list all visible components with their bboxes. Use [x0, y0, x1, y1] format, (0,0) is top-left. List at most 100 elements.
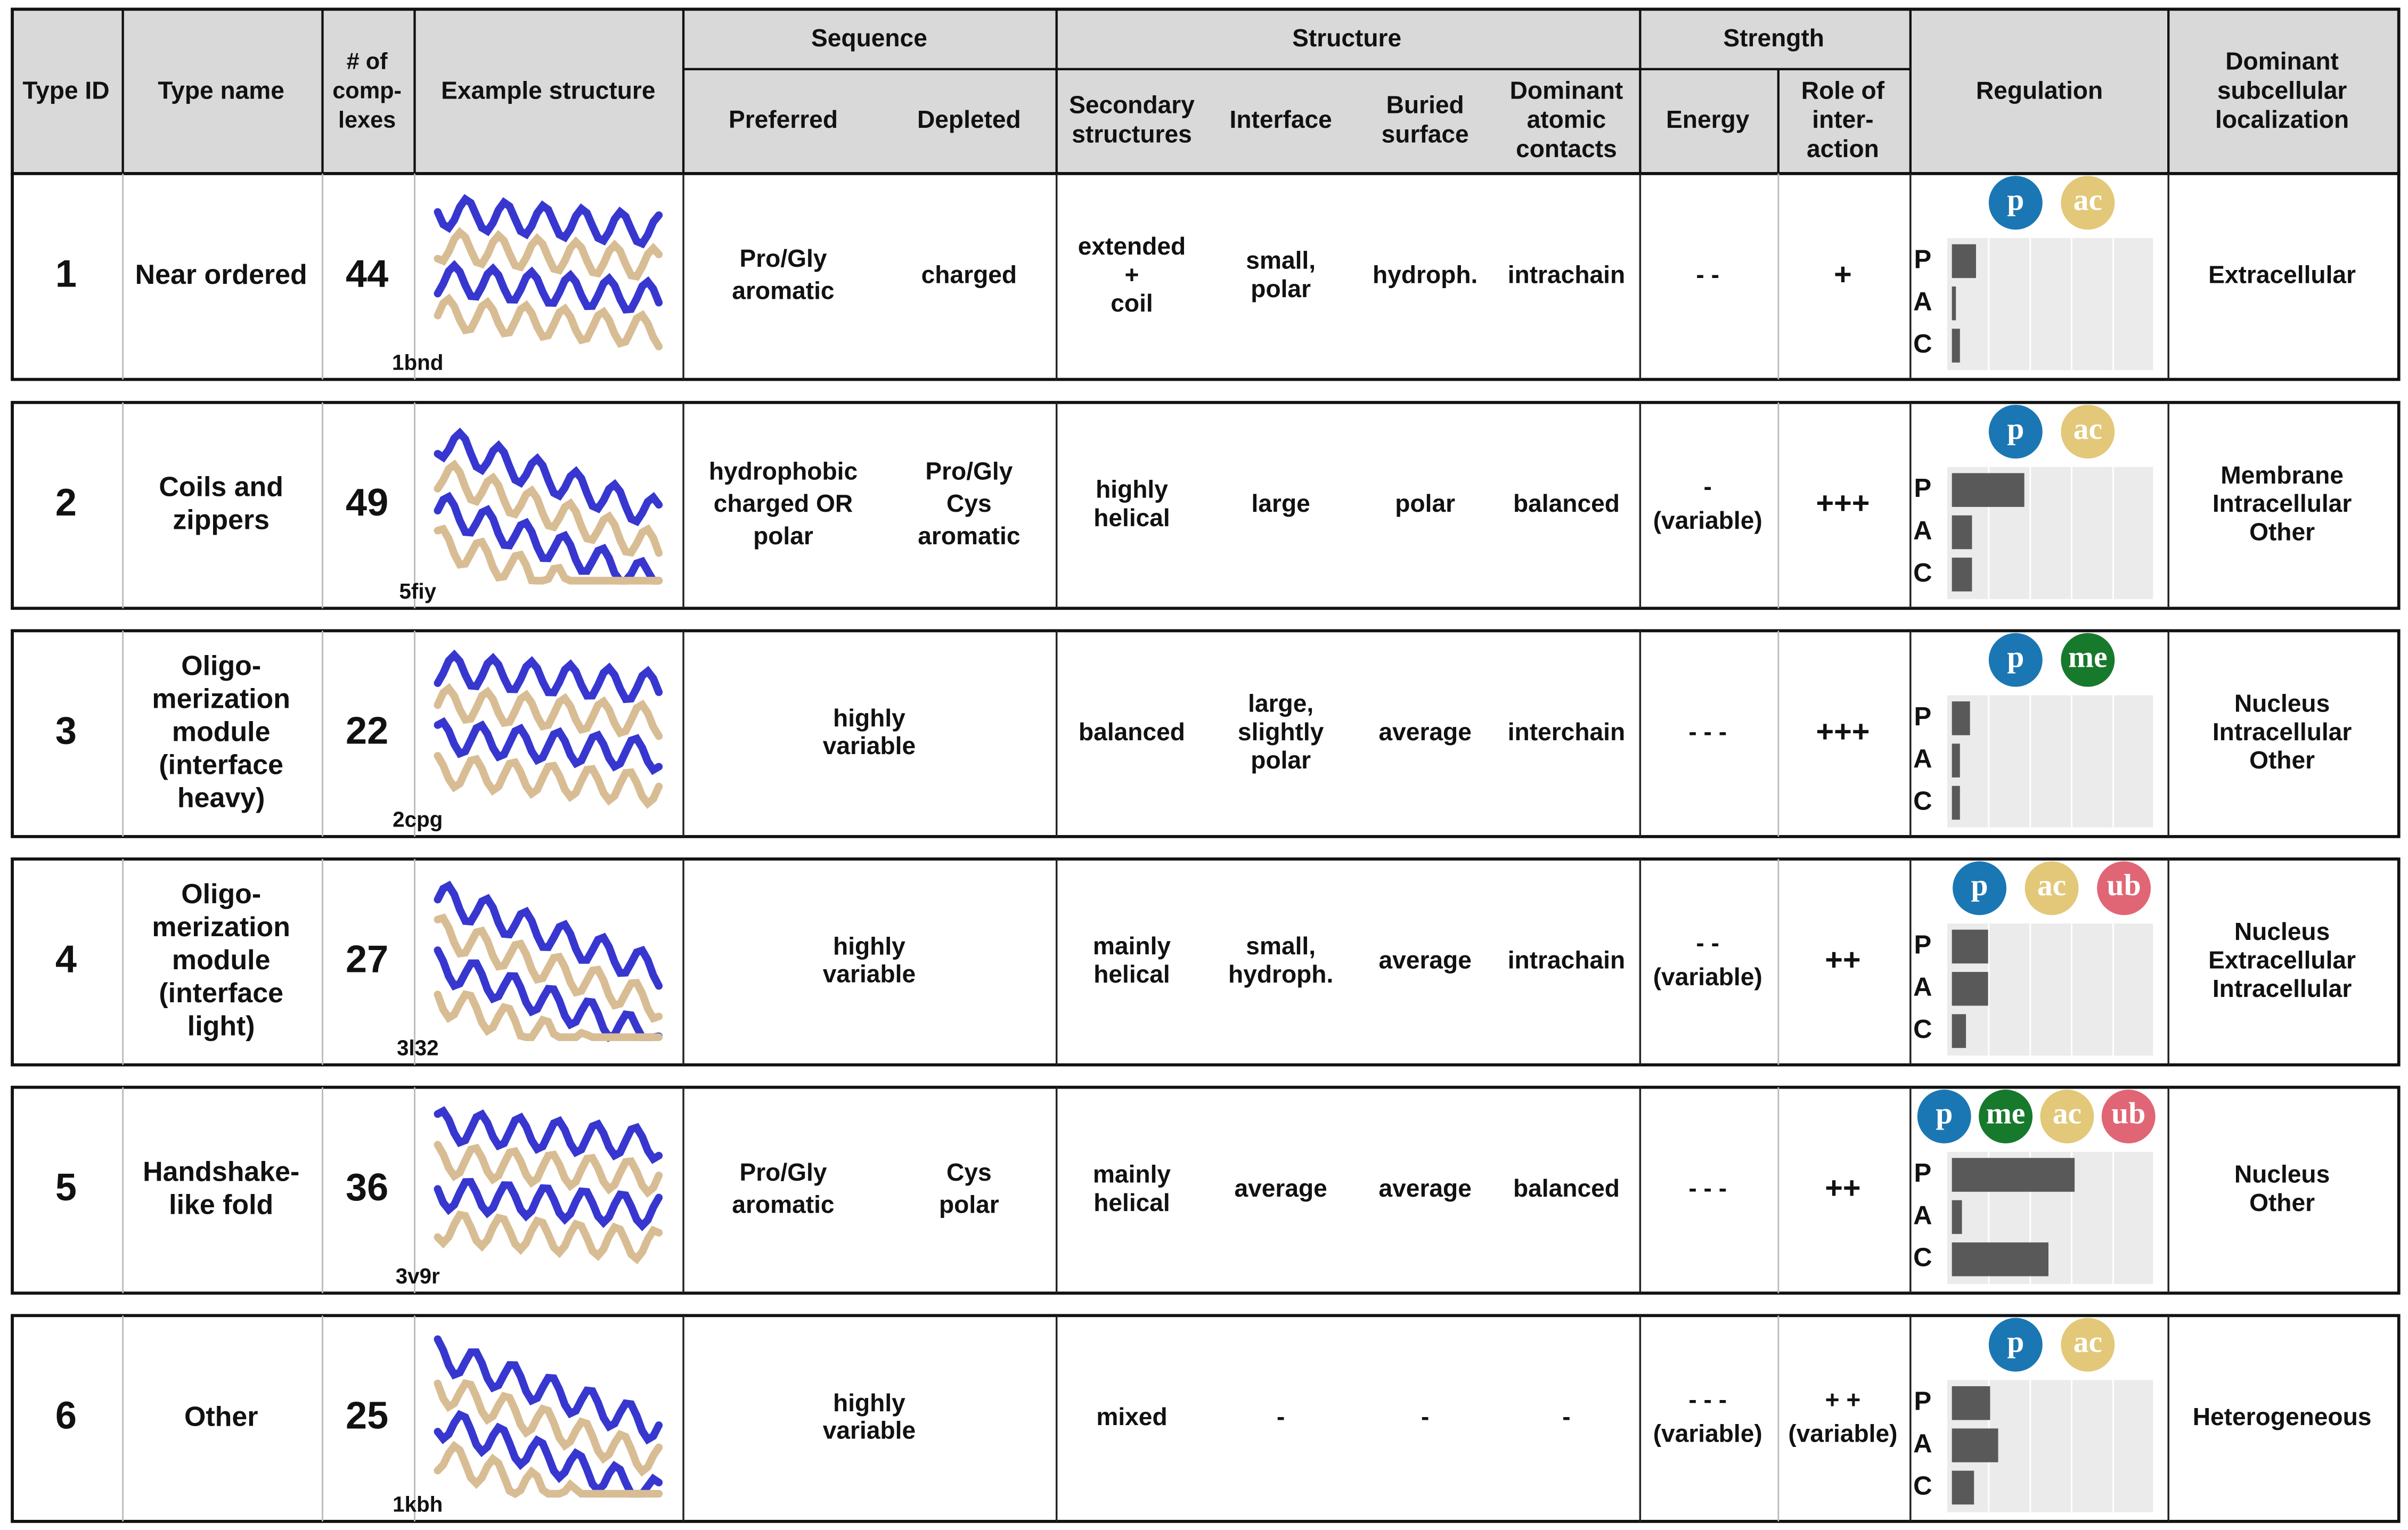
sequence: variable: [823, 732, 916, 759]
bar-label: A: [1913, 516, 1932, 545]
energy: - - -: [1688, 718, 1727, 746]
bar-label: P: [1914, 245, 1932, 274]
bar-label: C: [1913, 559, 1932, 587]
bar: [1952, 1200, 1962, 1234]
type-id: 1: [55, 252, 77, 295]
preferred: aromatic: [732, 277, 834, 305]
header-cell: Dominant: [1510, 76, 1623, 104]
type-name: heavy): [177, 782, 265, 813]
badge: [2101, 1090, 2156, 1143]
sequence: variable: [823, 960, 916, 987]
interface: large,: [1248, 689, 1313, 717]
secondary: mainly: [1093, 932, 1171, 960]
badge-label: p: [2007, 640, 2024, 674]
pdb-id: 1bnd: [392, 350, 443, 374]
bar-label: P: [1914, 702, 1932, 731]
sequence: variable: [823, 1417, 916, 1444]
bar-label: A: [1913, 288, 1932, 316]
header-group: Strength: [1723, 24, 1824, 52]
bar: [1952, 515, 1972, 550]
bar-label: P: [1914, 474, 1932, 503]
ribbon: [434, 649, 663, 703]
secondary: helical: [1093, 960, 1170, 988]
ribbon: [434, 1410, 663, 1498]
bar: [1952, 244, 1976, 279]
contacts: interchain: [1508, 718, 1625, 746]
localization: Intracellular: [2213, 718, 2352, 746]
header-cell: Type name: [158, 76, 284, 104]
pdb-id: 3v9r: [396, 1264, 440, 1288]
header-cell: Buried: [1386, 91, 1464, 119]
bar: [1952, 972, 1988, 1006]
ribbon: [434, 459, 663, 557]
structure-image: [434, 194, 663, 350]
secondary: helical: [1093, 1189, 1170, 1216]
bar: [1952, 286, 1956, 321]
pdb-id: 1kbh: [393, 1492, 443, 1517]
badge-label: ac: [2074, 183, 2102, 217]
bar: [1952, 1014, 1966, 1048]
complexes: 36: [346, 1166, 388, 1209]
header-cell: atomic: [1527, 105, 1606, 133]
bar: [1952, 1428, 1998, 1462]
interface: average: [1234, 1174, 1327, 1202]
ribbon: [434, 293, 663, 350]
bar: [1952, 786, 1960, 820]
localization: Intracellular: [2213, 489, 2352, 517]
bar: [1952, 473, 2025, 507]
pdb-id: 5fiy: [399, 579, 436, 603]
type-name: Oligo-: [181, 879, 261, 910]
contacts: balanced: [1513, 489, 1620, 517]
energy: (variable): [1653, 1419, 1762, 1447]
bar-label: C: [1913, 1015, 1932, 1044]
header-cell: Depleted: [917, 105, 1021, 133]
role: + +: [1825, 1386, 1861, 1413]
ribbon: [434, 751, 663, 809]
bar-label: A: [1913, 1201, 1932, 1230]
secondary: extended: [1078, 232, 1186, 260]
bar: [1952, 701, 1970, 735]
header-group: Sequence: [811, 24, 927, 52]
depleted: Cys: [946, 1158, 992, 1186]
type-id: 3: [55, 710, 77, 752]
badge-label: p: [1971, 869, 1988, 902]
header-cell: subcellular: [2217, 76, 2347, 104]
header-cell: Example structure: [441, 76, 655, 104]
preferred: Pro/Gly: [739, 1158, 827, 1186]
contacts: intrachain: [1508, 260, 1625, 288]
type-id: 5: [55, 1166, 77, 1209]
ribbon: [434, 1178, 663, 1232]
depleted: aromatic: [918, 522, 1020, 550]
complexes: 44: [346, 252, 388, 295]
badge-label: me: [1986, 1097, 2026, 1131]
localization: Extracellular: [2208, 260, 2356, 288]
bar-label: P: [1914, 930, 1932, 959]
type-name: Coils and: [159, 472, 283, 503]
type-name: Other: [184, 1401, 258, 1432]
badge: [1988, 176, 2043, 230]
preferred: Pro/Gly: [739, 244, 827, 272]
bar: [1952, 1158, 2075, 1192]
secondary: highly: [1096, 476, 1168, 503]
depleted: Pro/Gly: [925, 457, 1013, 485]
localization: Nucleus: [2234, 689, 2330, 717]
secondary: helical: [1093, 504, 1170, 531]
interface: -: [1277, 1403, 1285, 1430]
energy: - -: [1696, 260, 1719, 288]
type-name: module: [172, 945, 271, 976]
interface: slightly: [1238, 718, 1324, 746]
contacts: -: [1562, 1403, 1570, 1430]
complexes: 27: [346, 938, 388, 980]
preferred: polar: [753, 522, 813, 550]
buried: average: [1379, 718, 1472, 746]
badge: [1988, 1318, 2043, 1372]
type-name: merization: [152, 683, 290, 714]
ribbon: [434, 1335, 663, 1445]
secondary: mixed: [1096, 1403, 1167, 1430]
contacts: intrachain: [1508, 946, 1625, 973]
header-cell: Secondary: [1069, 91, 1195, 119]
interface: hydroph.: [1228, 960, 1333, 988]
badge: [2097, 861, 2151, 915]
interface: small,: [1246, 247, 1316, 274]
bar-label: P: [1914, 1159, 1932, 1188]
